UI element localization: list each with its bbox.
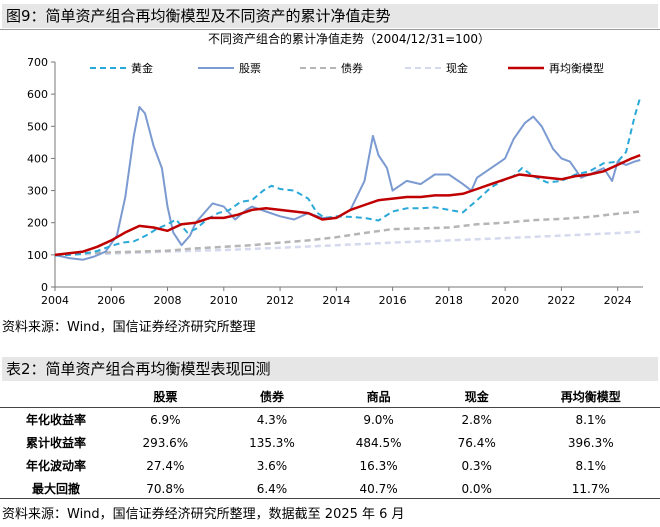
table-header-cell: 债券 — [218, 385, 326, 408]
legend-label: 债券 — [341, 61, 363, 75]
series-line-5 — [54, 154, 641, 257]
row-label: 累计收益率 — [25, 436, 86, 450]
x-tick-label: 2010 — [210, 294, 238, 307]
x-tick-label: 2018 — [435, 294, 463, 307]
figure-source: 资料来源：Wind，国信证券经济研究所整理 — [2, 320, 256, 335]
table-cell: 40.7% — [359, 481, 398, 496]
chart-title: 不同资产组合的累计净值走势（2004/12/31=100） — [208, 31, 490, 46]
y-tick-label: 500 — [27, 120, 48, 133]
table-row: 累计收益率 293.6% 135.3% 484.5% 76.4% 396.3% — [0, 431, 660, 454]
x-tick-label: 2024 — [604, 294, 632, 307]
table-cell: 27.4% — [146, 458, 185, 473]
table-cell: 484.5% — [355, 435, 402, 450]
x-tick-label: 2008 — [154, 294, 182, 307]
series-line-1 — [54, 97, 642, 257]
title-divider — [0, 29, 660, 30]
row-label: 年化波动率 — [25, 459, 86, 473]
table-header-cell: 商品 — [325, 385, 432, 408]
table-cell: 396.3% — [567, 435, 614, 450]
table-cell: 9.0% — [363, 412, 394, 427]
table-cell: 76.4% — [457, 435, 496, 450]
table-header-cell: 现金 — [431, 385, 522, 408]
table-header-row: 股票 债券 商品 现金 再均衡模型 — [0, 385, 660, 408]
x-tick-label: 2004 — [41, 294, 69, 307]
table-row: 年化收益率 6.9% 4.3% 9.0% 2.8% 8.1% — [0, 408, 660, 432]
table-row: 最大回撤 70.8% 6.4% 40.7% 0.0% 11.7% — [0, 477, 660, 500]
table-cell: 16.3% — [359, 458, 398, 473]
x-tick-label: 2020 — [491, 294, 519, 307]
table-source: 资料来源：Wind，国信证券经济研究所整理，数据截至 2025 年 6 月 — [2, 507, 405, 522]
row-label: 年化收益率 — [25, 413, 86, 427]
x-tick-label: 2012 — [266, 294, 294, 307]
table-cell: 3.6% — [256, 458, 288, 473]
table-header-cell: 再均衡模型 — [521, 385, 660, 408]
row-label: 最大回撤 — [31, 482, 80, 496]
table-cell: 6.4% — [256, 481, 288, 496]
y-tick-label: 600 — [27, 88, 48, 101]
table-cell: 2.8% — [461, 412, 492, 427]
legend-label: 再均衡模型 — [549, 61, 604, 75]
y-tick-label: 0 — [41, 281, 48, 294]
x-tick-label: 2022 — [547, 294, 575, 307]
figure-title: 图9：简单资产组合再均衡模型及不同资产的累计净值走势 — [2, 4, 658, 28]
legend-label: 股票 — [239, 62, 261, 75]
table-cell: 8.1% — [575, 412, 607, 427]
performance-table: 股票 债券 商品 现金 再均衡模型 年化收益率 6.9% 4.3% 9.0% 2… — [0, 385, 660, 500]
table-header-cell: 股票 — [112, 385, 219, 408]
table-cell: 6.9% — [150, 412, 181, 427]
table-cell: 0.3% — [461, 458, 492, 473]
table-cell: 11.7% — [571, 481, 610, 496]
y-tick-label: 700 — [27, 56, 48, 69]
table-row: 年化波动率 27.4% 3.6% 16.3% 0.3% 8.1% — [0, 454, 660, 477]
table-cell: 0.0% — [461, 481, 492, 496]
y-tick-label: 400 — [27, 152, 48, 165]
legend-label: 黄金 — [131, 61, 153, 75]
table-cell: 135.3% — [249, 435, 295, 450]
table-cell: 70.8% — [146, 481, 185, 496]
table-header-cell — [0, 385, 112, 408]
table-bottom-rule — [0, 498, 660, 499]
legend-label: 现金 — [446, 61, 468, 75]
y-tick-label: 300 — [27, 185, 48, 198]
table-cell: 293.6% — [142, 435, 189, 450]
x-tick-label: 2016 — [379, 294, 407, 307]
table-title: 表2：简单资产组合再均衡模型表现回测 — [2, 357, 658, 381]
x-tick-label: 2006 — [97, 294, 125, 307]
table-cell: 8.1% — [575, 458, 607, 473]
y-tick-label: 200 — [27, 217, 48, 230]
x-tick-label: 2014 — [322, 294, 350, 307]
series-line-3 — [54, 210, 641, 257]
table-cell: 4.3% — [256, 412, 288, 427]
y-tick-label: 100 — [27, 249, 48, 262]
line-chart: 不同资产组合的累计净值走势（2004/12/31=100） 0 100 200 300 4… — [27, 31, 643, 307]
